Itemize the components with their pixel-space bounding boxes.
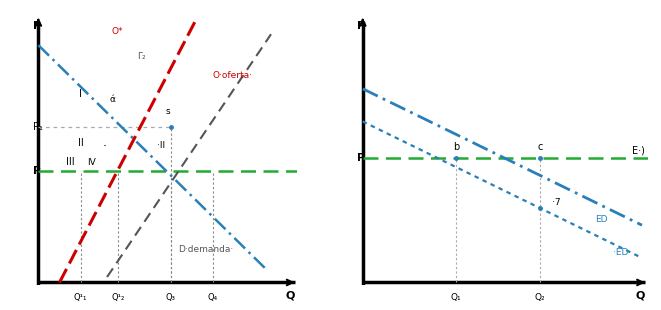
Text: O*: O* [112, 27, 124, 36]
Text: P: P [357, 20, 365, 31]
Text: I: I [79, 89, 82, 99]
Text: b: b [453, 142, 459, 152]
Text: P: P [357, 153, 365, 163]
Text: P: P [33, 20, 41, 31]
Text: ·7: ·7 [552, 198, 561, 207]
Text: Q¹₁: Q¹₁ [74, 293, 87, 302]
Text: ·: · [102, 140, 106, 153]
Text: s: s [165, 107, 170, 116]
Text: E·): E·) [632, 146, 645, 156]
Text: Q₁: Q₁ [451, 293, 461, 302]
Text: ·II: ·II [157, 141, 165, 150]
Text: Q: Q [635, 291, 645, 301]
Text: Q: Q [286, 291, 295, 301]
Text: II: II [78, 138, 83, 148]
Text: Γ₂: Γ₂ [137, 51, 146, 60]
Text: O·oferta·: O·oferta· [213, 71, 253, 80]
Text: III: III [65, 157, 75, 167]
Text: Q¹₂: Q¹₂ [111, 293, 124, 302]
Text: IV: IV [87, 158, 96, 167]
Text: Q₂: Q₂ [535, 293, 545, 302]
Text: D·demanda·: D·demanda· [178, 245, 234, 254]
Text: Q₃: Q₃ [166, 293, 175, 302]
Text: ED: ED [596, 215, 608, 224]
Text: Q₄: Q₄ [208, 293, 218, 302]
Text: P: P [33, 166, 41, 176]
Text: ·ED·: ·ED· [613, 248, 631, 257]
Text: c: c [537, 142, 543, 152]
Text: ά: ά [109, 95, 116, 104]
Text: P₁: P₁ [33, 122, 43, 132]
